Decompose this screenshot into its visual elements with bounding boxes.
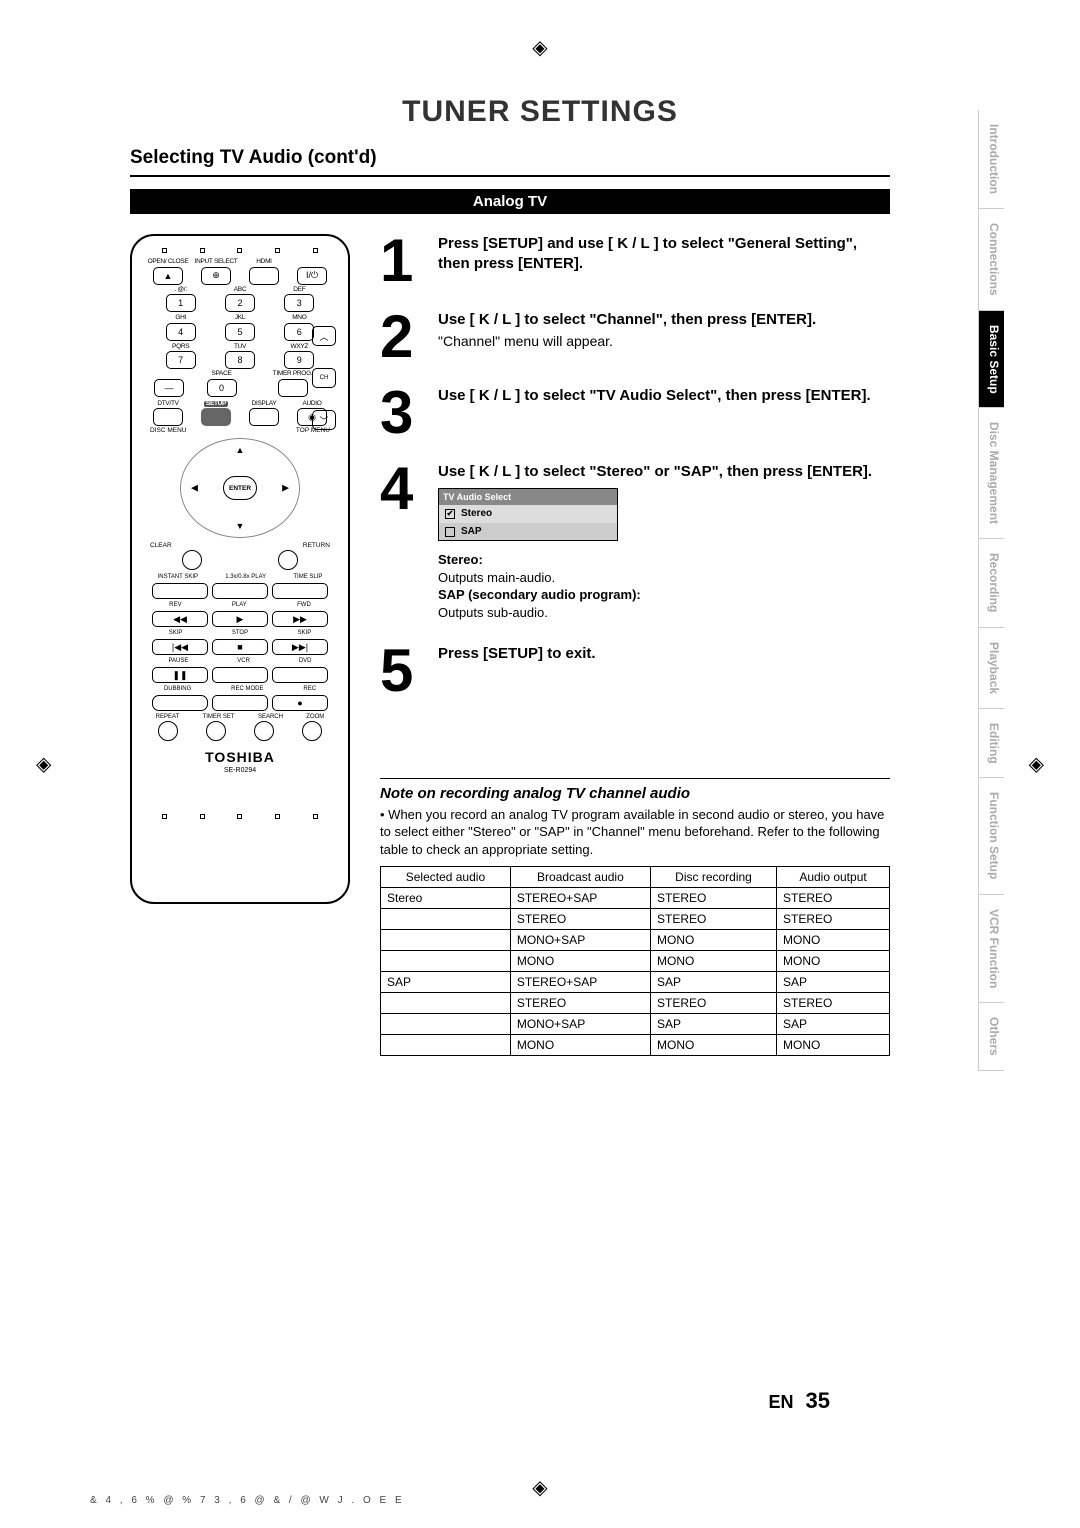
divider: [130, 175, 890, 177]
ch-label: CH: [312, 368, 336, 388]
side-tab: Recording: [978, 539, 1004, 627]
remote-label: INPUT SELECT: [195, 259, 238, 266]
note-section: Note on recording analog TV channel audi…: [380, 778, 890, 1057]
table-header: Disc recording: [650, 867, 776, 888]
side-tab: Others: [978, 1003, 1004, 1071]
registration-mark: ◈: [36, 752, 51, 777]
table-row: MONOMONOMONO: [381, 951, 890, 972]
note-title: Note on recording analog TV channel audi…: [380, 778, 890, 802]
remote-label: HDMI: [256, 259, 271, 266]
side-tab: Function Setup: [978, 778, 1004, 894]
remote-brand: TOSHIBA: [146, 749, 334, 765]
side-tab: Disc Management: [978, 408, 1004, 539]
footer-code: & 4 , 6 % @ % 7 3 , 6 @ & / @ W J . O E …: [90, 1495, 405, 1506]
open-close-button: ▲: [153, 267, 183, 285]
step-3: 3 Use [ K / L ] to select "TV Audio Sele…: [380, 386, 890, 440]
table-header: Broadcast audio: [510, 867, 650, 888]
ch-down-button: ﹀: [312, 410, 336, 430]
enter-button: ENTER: [223, 476, 257, 500]
remote-numpad: . @/:1 ABC2 DEF3 GHI4 JKL5 MNO6 PQRS7 TU…: [154, 287, 326, 370]
input-select-button: ⊕: [201, 267, 231, 285]
step-1: 1 Press [SETUP] and use [ K / L ] to sel…: [380, 234, 890, 288]
registration-mark: ◈: [532, 1475, 547, 1500]
table-row: MONO+SAPMONOMONO: [381, 930, 890, 951]
side-tabs: IntroductionConnectionsBasic SetupDisc M…: [978, 110, 1004, 1071]
side-tab: Connections: [978, 209, 1004, 311]
setup-button-label: SETUP: [204, 401, 228, 408]
note-body: When you record an analog TV program ava…: [380, 806, 890, 859]
instruction-steps: 1 Press [SETUP] and use [ K / L ] to sel…: [380, 234, 890, 1056]
side-tab: Playback: [978, 628, 1004, 709]
subsection-banner: Analog TV: [130, 189, 890, 214]
remote-nav-ring: ▲▼◀▶ ENTER: [180, 438, 300, 538]
dash-button: —: [154, 379, 184, 397]
table-row: SAPSTEREO+SAPSAPSAP: [381, 972, 890, 993]
ch-up-button: ︿: [312, 326, 336, 346]
table-header: Audio output: [777, 867, 890, 888]
step-4: 4 Use [ K / L ] to select "Stereo" or "S…: [380, 462, 890, 622]
page-number: EN35: [769, 1388, 831, 1414]
table-row: STEREOSTEREOSTEREO: [381, 909, 890, 930]
hdmi-button: [249, 267, 279, 285]
side-tab: Basic Setup: [978, 311, 1004, 409]
registration-mark: ◈: [1029, 752, 1044, 777]
remote-control-figure: OPEN/ CLOSE▲ INPUT SELECT⊕ HDMI I/⏻ . @/…: [130, 234, 350, 904]
step-2: 2 Use [ K / L ] to select "Channel", the…: [380, 310, 890, 364]
remote-model: SE-R0294: [146, 767, 334, 774]
table-row: MONOMONOMONO: [381, 1035, 890, 1056]
side-tab: VCR Function: [978, 895, 1004, 1003]
side-tab: Editing: [978, 709, 1004, 779]
step-5: 5 Press [SETUP] to exit.: [380, 644, 890, 698]
table-row: MONO+SAPSAPSAP: [381, 1014, 890, 1035]
table-row: STEREOSTEREOSTEREO: [381, 993, 890, 1014]
remote-label: OPEN/ CLOSE: [148, 259, 189, 266]
audio-settings-table: Selected audioBroadcast audioDisc record…: [380, 866, 890, 1056]
table-row: StereoSTEREO+SAPSTEREOSTEREO: [381, 888, 890, 909]
side-tab: Introduction: [978, 110, 1004, 209]
page-title: TUNER SETTINGS: [80, 95, 1000, 129]
setup-button: [201, 408, 231, 426]
tv-audio-select-menu: TV Audio Select ✔Stereo SAP: [438, 488, 618, 541]
power-button: I/⏻: [297, 267, 327, 285]
section-heading: Selecting TV Audio (cont'd): [130, 147, 1000, 169]
table-header: Selected audio: [381, 867, 511, 888]
